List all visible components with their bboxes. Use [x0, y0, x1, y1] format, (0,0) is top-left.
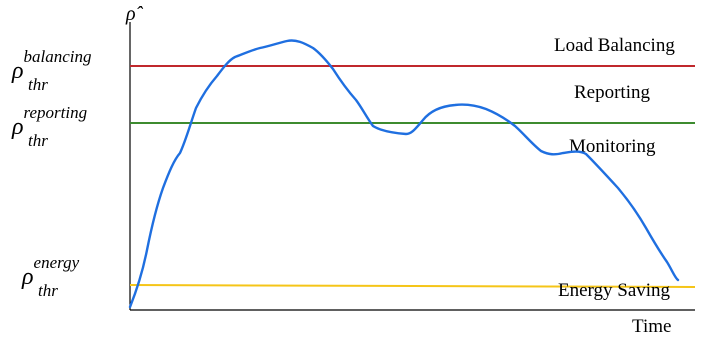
region-label-monitoring: Monitoring [569, 136, 656, 157]
region-label-load-balancing: Load Balancing [554, 35, 675, 56]
load-curve [128, 39, 680, 309]
region-label-reporting: Reporting [574, 82, 650, 103]
reporting-threshold-label: ρreporting thr [11, 103, 87, 150]
energy-threshold-line [129, 284, 696, 288]
energy-threshold-label: ρenergy thr [21, 253, 80, 300]
y-axis-label: ρ̂ [125, 3, 144, 25]
region-label-energy-saving: Energy Saving [558, 280, 671, 301]
x-axis-label: Time [632, 316, 671, 337]
balancing-threshold-label: ρbalancing thr [11, 47, 92, 94]
